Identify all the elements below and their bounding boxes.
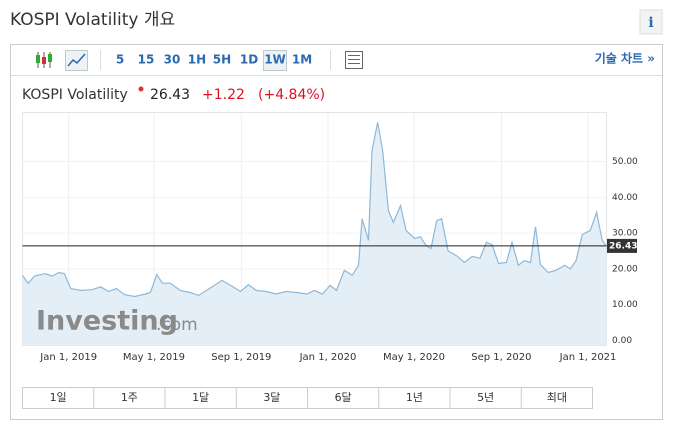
quote-price: 26.43 [150, 87, 190, 103]
y-tick-label: 20.00 [612, 264, 638, 274]
interval-button[interactable]: 1M [292, 53, 312, 67]
range-button[interactable]: 3달 [263, 391, 280, 404]
watermark-suffix: .com [156, 315, 198, 335]
y-tick-label: 40.00 [612, 193, 638, 203]
quote-change: +1.22 [202, 87, 245, 103]
info-button[interactable] [639, 9, 663, 35]
range-button[interactable]: 1주 [121, 391, 138, 404]
watermark: Investing .com [36, 306, 198, 337]
interval-button[interactable]: 5 [116, 53, 124, 67]
table-icon[interactable] [345, 51, 363, 69]
interval-button[interactable]: 1W [264, 53, 286, 67]
y-tick-label: 0.00 [612, 336, 632, 346]
line-icon-active[interactable] [65, 50, 88, 71]
tech-chart-link[interactable]: 기술 차트 » [595, 51, 655, 66]
current-value-label: 26.43 [609, 241, 637, 251]
quote-change-pct: (+4.84%) [258, 87, 325, 103]
range-button[interactable]: 1달 [192, 391, 209, 404]
candle-icon[interactable] [36, 52, 52, 68]
current-value-badge [607, 238, 637, 253]
live-dot [138, 86, 144, 92]
range-button[interactable]: 1일 [50, 390, 67, 404]
area-fill [22, 122, 607, 346]
x-tick-label: Jan 1, 2021 [559, 352, 617, 363]
x-tick-label: May 1, 2020 [383, 352, 445, 363]
range-button[interactable]: 1년 [406, 391, 423, 404]
y-tick-label: 30.00 [612, 229, 638, 239]
interval-button[interactable]: 1D [240, 53, 258, 67]
info-icon: i [648, 15, 653, 31]
interval-button[interactable]: 15 [138, 53, 155, 67]
range-button[interactable]: 최대 [547, 391, 567, 404]
interval-button[interactable]: 30 [164, 53, 181, 67]
x-tick-label: Sep 1, 2020 [471, 352, 531, 363]
range-button[interactable]: 6달 [335, 391, 352, 404]
interval-active [263, 50, 287, 71]
x-tick-label: Jan 1, 2020 [299, 352, 357, 363]
quote-name: KOSPI Volatility [22, 87, 128, 103]
price-line [22, 122, 607, 298]
watermark-brand: Investing [36, 306, 178, 337]
x-tick-label: May 1, 2019 [123, 352, 185, 363]
y-tick-label: 10.00 [612, 300, 638, 310]
x-tick-label: Sep 1, 2019 [211, 352, 271, 363]
y-tick-label: 50.00 [612, 157, 638, 167]
range-button[interactable]: 5년 [477, 391, 494, 404]
x-tick-label: Jan 1, 2019 [39, 352, 97, 363]
page-title: KOSPI Volatility 개요 [10, 10, 175, 30]
interval-button[interactable]: 1H [188, 53, 206, 67]
line-icon [67, 53, 86, 67]
interval-button[interactable]: 5H [213, 53, 231, 67]
